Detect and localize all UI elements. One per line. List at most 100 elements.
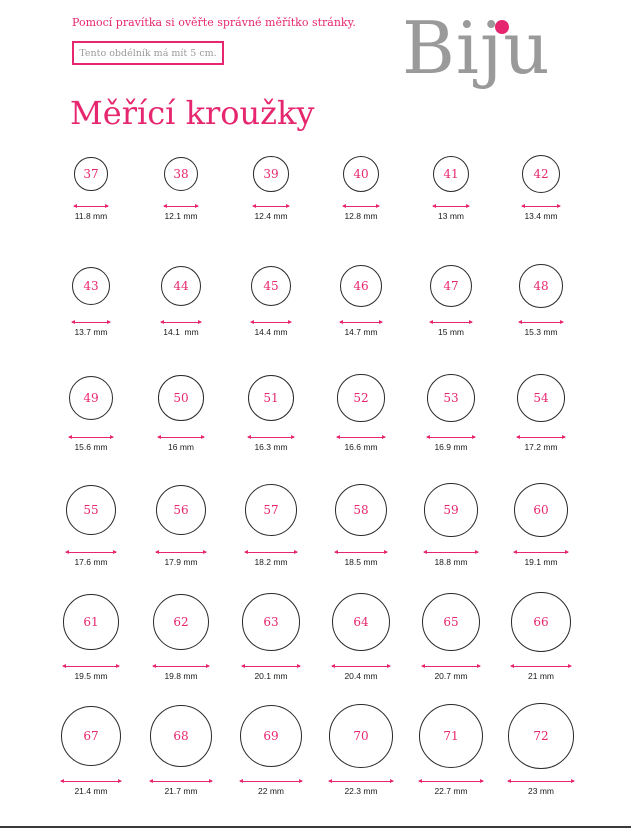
- diameter-label: 11.8 mm: [74, 211, 108, 221]
- ring-size-label: 51: [263, 390, 279, 405]
- diameter-ruler: [241, 664, 301, 668]
- diameter-ruler: [157, 435, 206, 439]
- diameter-label: 13.4 mm: [524, 211, 558, 221]
- diameter-ruler: [423, 550, 480, 554]
- ring-45: 45: [250, 265, 292, 307]
- ring-size-label: 50: [173, 390, 189, 405]
- ring-72: 72: [508, 703, 574, 769]
- ring-size-label: 72: [533, 728, 549, 743]
- ring-66: 66: [511, 592, 571, 652]
- diameter-ruler: [252, 204, 290, 208]
- ring-size-label: 38: [173, 166, 189, 181]
- ring-size-label: 56: [173, 502, 189, 517]
- ring-50: 50: [158, 375, 204, 421]
- ring-63: 63: [242, 593, 300, 651]
- diameter-label: 12.1 mm: [164, 211, 198, 221]
- ring-size-label: 48: [533, 278, 549, 293]
- ring-51: 51: [247, 374, 295, 422]
- ring-size-label: 63: [263, 614, 279, 629]
- ring-size-label: 41: [443, 166, 459, 181]
- diameter-ruler: [331, 664, 391, 668]
- ring-size-label: 62: [173, 614, 189, 629]
- ring-52: 52: [337, 374, 385, 422]
- diameter-label: 15.6 mm: [74, 442, 108, 452]
- scale-instruction: Pomocí pravítka si ověřte správné měřítk…: [72, 16, 356, 29]
- ring-65: 65: [421, 592, 481, 652]
- ring-size-label: 37: [83, 166, 99, 181]
- page-title: Měřící kroužky: [70, 94, 315, 132]
- diameter-ruler: [333, 550, 388, 554]
- ring-size-label: 39: [263, 166, 279, 181]
- biju-logo: Biju: [402, 12, 562, 92]
- ring-59: 59: [424, 483, 478, 537]
- diameter-ruler: [431, 204, 471, 208]
- diameter-label: 20.7 mm: [434, 671, 468, 681]
- logo-dot-icon: [495, 20, 509, 34]
- diameter-ruler: [159, 320, 203, 324]
- ring-55: 55: [66, 485, 116, 535]
- scale-test-label: Tento obdélník má mít 5 cm.: [79, 47, 217, 59]
- diameter-label: 17.2 mm: [524, 442, 558, 452]
- ring-size-label: 57: [263, 502, 279, 517]
- diameter-label: 17.6 mm: [74, 557, 108, 567]
- diameter-label: 18.2 mm: [254, 557, 288, 567]
- ring-size-label: 43: [83, 278, 99, 293]
- diameter-label: 19.1 mm: [524, 557, 558, 567]
- diameter-label: 20.1 mm: [254, 671, 288, 681]
- diameter-label: 17.9 mm: [164, 557, 198, 567]
- ring-size-label: 52: [353, 390, 369, 405]
- ring-46: 46: [340, 265, 382, 307]
- ring-38: 38: [163, 156, 199, 192]
- ring-size-label: 54: [533, 390, 549, 405]
- ring-42: 42: [521, 154, 561, 194]
- ring-size-label: 60: [533, 502, 549, 517]
- diameter-label: 12.8 mm: [344, 211, 378, 221]
- diameter-label: 21.4 mm: [74, 786, 108, 796]
- diameter-ruler: [420, 664, 482, 668]
- diameter-ruler: [238, 779, 304, 783]
- logo-text: Biju: [402, 6, 551, 90]
- diameter-label: 18.5 mm: [344, 557, 378, 567]
- diameter-ruler: [162, 204, 200, 208]
- diameter-label: 13.7 mm: [74, 327, 108, 337]
- ring-61: 61: [63, 594, 119, 650]
- ring-size-label: 71: [443, 728, 459, 743]
- ring-size-label: 69: [263, 728, 279, 743]
- ring-70: 70: [329, 704, 393, 768]
- ring-47: 47: [429, 264, 473, 308]
- diameter-ruler: [151, 664, 211, 668]
- ring-size-label: 64: [353, 614, 369, 629]
- diameter-ruler: [510, 664, 572, 668]
- ring-62: 62: [152, 593, 210, 651]
- diameter-ruler: [328, 779, 394, 783]
- ring-size-label: 47: [443, 278, 459, 293]
- ring-68: 68: [150, 705, 212, 767]
- diameter-label: 18.8 mm: [434, 557, 468, 567]
- ring-43: 43: [71, 266, 111, 306]
- diameter-label: 21 mm: [528, 671, 554, 681]
- ring-size-label: 46: [353, 278, 369, 293]
- diameter-label: 16.9 mm: [434, 442, 468, 452]
- diameter-ruler: [518, 320, 565, 324]
- diameter-ruler: [339, 320, 383, 324]
- ring-71: 71: [418, 703, 484, 769]
- ring-size-label: 40: [353, 166, 369, 181]
- diameter-label: 19.8 mm: [164, 671, 198, 681]
- ring-size-label: 67: [83, 728, 99, 743]
- diameter-label: 15.3 mm: [524, 327, 558, 337]
- diameter-label: 16.6 mm: [344, 442, 378, 452]
- diameter-ruler: [65, 550, 117, 554]
- diameter-label: 16 mm: [168, 442, 194, 452]
- ring-size-label: 42: [533, 166, 549, 181]
- ring-size-label: 66: [533, 614, 549, 629]
- diameter-label: 13 mm: [438, 211, 464, 221]
- diameter-ruler: [426, 435, 476, 439]
- diameter-label: 22 mm: [258, 786, 284, 796]
- ring-size-label: 44: [173, 278, 189, 293]
- ring-size-label: 65: [443, 614, 459, 629]
- ring-37: 37: [74, 157, 108, 191]
- diameter-ruler: [62, 664, 121, 668]
- ring-58: 58: [334, 483, 388, 537]
